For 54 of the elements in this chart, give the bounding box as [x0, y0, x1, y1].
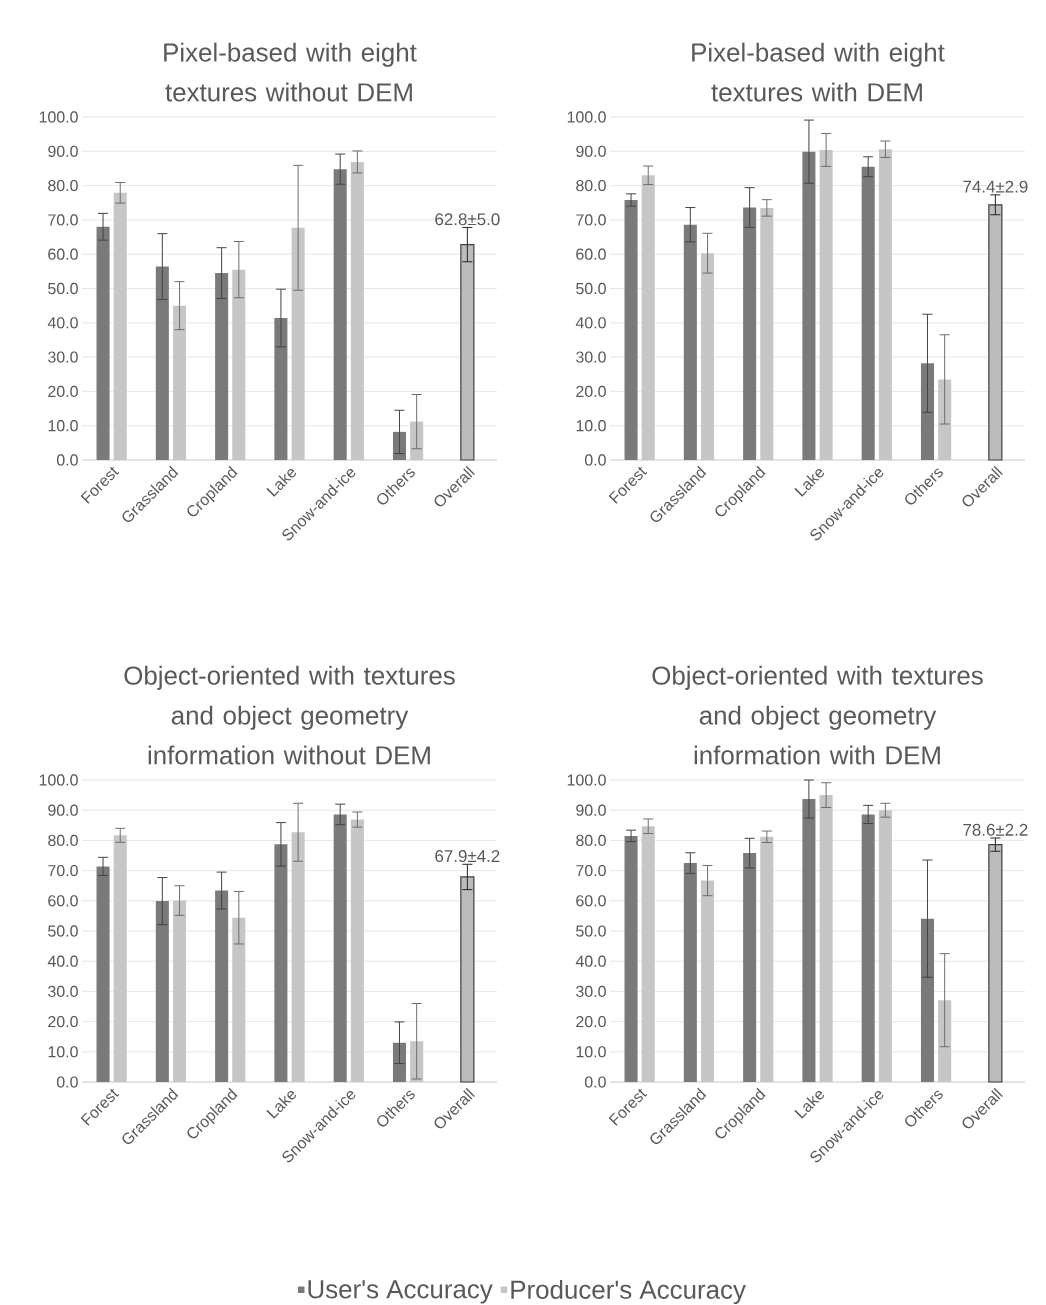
data-label: 67.9±4.2: [435, 850, 500, 863]
y-tick-label: 20.0: [576, 1015, 606, 1028]
y-tick-label: 90.0: [576, 145, 606, 157]
chart-title: Object-oriented with textures and object geometry information without DEM: [124, 665, 455, 765]
y-tick-label: 50.0: [576, 925, 606, 937]
y-tick-label: 0.0: [56, 454, 78, 466]
legend-label: Producer's Accuracy: [511, 1279, 746, 1305]
y-tick-label: 0.0: [56, 1076, 78, 1088]
y-tick-label: 0.0: [584, 1076, 606, 1088]
y-tick-label: 50.0: [48, 282, 78, 295]
y-tick-label: 40.0: [575, 955, 606, 967]
y-tick-label: 50.0: [48, 925, 78, 937]
y-tick-label: 70.0: [576, 214, 606, 226]
y-tick-label: 70.0: [576, 864, 606, 877]
y-tick-label: 80.0: [48, 834, 78, 847]
y-tick-label: 100.0: [567, 774, 606, 786]
y-tick-label: 60.0: [576, 895, 606, 907]
y-tick-label: 40.0: [47, 955, 78, 967]
y-tick-label: 70.0: [48, 864, 78, 877]
y-tick-label: 100.0: [39, 774, 78, 786]
y-tick-label: 10.0: [48, 1046, 78, 1058]
chart-title: Pixel-based with eight textures with DEM: [692, 42, 945, 102]
y-tick-label: 0.0: [584, 454, 606, 466]
y-tick-label: 40.0: [47, 317, 78, 329]
y-tick-label: 80.0: [576, 179, 606, 192]
y-tick-label: 90.0: [48, 804, 78, 816]
y-tick-label: 20.0: [48, 385, 78, 398]
y-tick-label: 60.0: [576, 248, 606, 260]
y-tick-label: 30.0: [48, 985, 78, 998]
y-tick-label: 70.0: [48, 214, 78, 226]
y-tick-label: 60.0: [48, 895, 78, 907]
y-tick-label: 80.0: [576, 834, 606, 847]
y-tick-label: 10.0: [48, 420, 78, 432]
chart-title: Object-oriented with textures and object geometry information with DEM: [652, 665, 983, 765]
y-tick-label: 30.0: [576, 351, 606, 363]
y-tick-label: 20.0: [48, 1015, 78, 1028]
y-tick-label: 100.0: [39, 111, 78, 123]
y-tick-label: 30.0: [576, 985, 606, 998]
y-tick-label: 90.0: [48, 145, 78, 157]
chart-title: Pixel-based with eight textures without DEM: [164, 42, 417, 102]
data-label: 78.6±2.2: [963, 823, 1028, 836]
y-tick-label: 80.0: [48, 179, 78, 192]
data-label: 62.8±5.0: [435, 213, 500, 226]
y-tick-label: 20.0: [576, 385, 606, 398]
data-label: 74.4±2.9: [963, 180, 1028, 193]
y-tick-label: 60.0: [48, 248, 78, 260]
y-tick-label: 10.0: [576, 420, 606, 432]
y-tick-label: 30.0: [48, 351, 78, 363]
y-tick-label: 90.0: [576, 804, 606, 816]
y-tick-label: 40.0: [575, 317, 606, 329]
y-tick-label: 50.0: [576, 282, 606, 295]
y-tick-label: 10.0: [576, 1046, 606, 1058]
legend-label: User's Accuracy: [308, 1280, 493, 1304]
y-tick-label: 100.0: [567, 111, 606, 123]
